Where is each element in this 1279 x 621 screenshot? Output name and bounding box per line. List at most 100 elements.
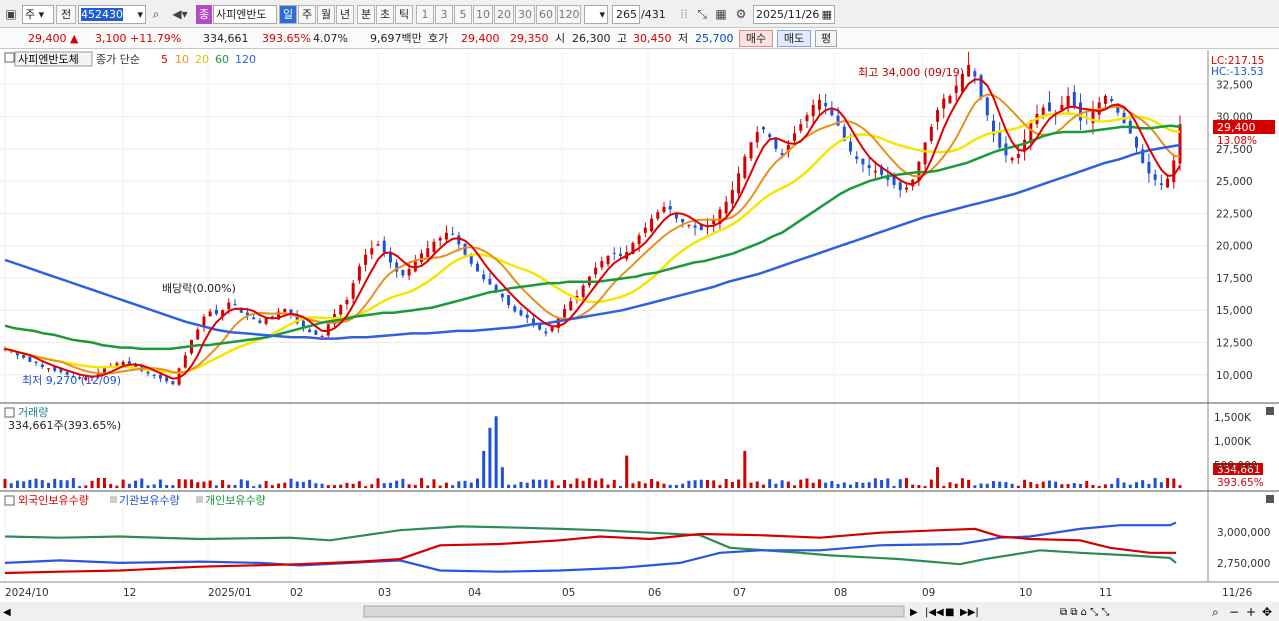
period-tab-second[interactable]: 초 [376,5,394,24]
volume-bar [606,484,610,488]
count-1[interactable]: 1 [416,5,434,24]
count-5[interactable]: 5 [454,5,472,24]
count-10[interactable]: 10 [473,5,493,24]
type-button[interactable]: 전 [56,5,76,24]
date-value: 2025/11/26 [756,8,820,21]
ma120-label[interactable]: 120 [235,53,256,66]
low-price: 25,700 [695,32,734,45]
ma20-label[interactable]: 20 [195,53,209,66]
volume-bar [1097,485,1101,488]
candle-body [127,361,131,365]
volume-bar [749,482,753,488]
stop-icon[interactable]: ■ [945,607,954,618]
candle-body [929,126,933,142]
ownership-panel-close-icon[interactable] [1266,495,1274,503]
count-30[interactable]: 30 [515,5,535,24]
count-3[interactable]: 3 [435,5,453,24]
price-tick: 20,000 [1216,241,1253,253]
buy-button[interactable]: 매수 [739,30,773,47]
volume-bar [482,450,486,488]
candle-body [1023,139,1027,152]
period-tab-minute[interactable]: 분 [357,5,375,24]
grid-icon[interactable]: ⁞⁞ [680,7,688,21]
last-icon[interactable]: ▶▶| [960,607,979,618]
zoom-icon[interactable]: ⌕ [1212,605,1219,619]
current-price: 29,400 ▲ [28,32,79,45]
save-icon[interactable]: ▦ [715,7,727,21]
toolbar: ▣ 주 ▾ 전 452430 ▾ ⌕ ◀▾ 종 사피엔반도 일 주 월 년 분 초… [0,0,1279,28]
volume-bar [805,478,809,488]
ma10-label[interactable]: 10 [175,53,189,66]
candle-body [786,144,790,152]
zoom-in-icon[interactable]: + [1246,605,1256,619]
speaker-icon[interactable]: ◀▾ [172,7,188,21]
candle-body [438,237,442,241]
move-icon[interactable]: ✥ [1262,605,1272,619]
volume-bar [780,480,784,488]
candle-body [618,253,622,256]
sell-button[interactable]: 매도 [777,30,811,47]
window-menu-icon[interactable]: ▣ [5,7,17,21]
candle-body [1153,174,1157,180]
stock-name-field[interactable]: 사피엔반도 [213,5,277,24]
code-input[interactable]: 452430 ▾ [78,5,146,24]
stock-chart[interactable]: 32,50030,00027,50025,00022,50020,00017,5… [0,50,1279,621]
volume-bar [824,482,828,488]
scroll-left-icon[interactable]: ◀ [3,607,11,618]
ownership-panel-icon[interactable] [4,495,15,506]
ma5-label[interactable]: 5 [161,53,168,66]
candle-body [65,371,69,375]
market-select[interactable]: 주 ▾ [22,5,54,24]
date-tick: 04 [468,587,482,599]
scroll-right-icon[interactable]: ▶ [910,607,918,618]
volume-bar [755,481,759,488]
view-count-input[interactable]: 265 [612,5,640,24]
period-tab-month[interactable]: 월 [317,5,335,24]
date-input[interactable]: 2025/11/26 ▦ [753,5,835,24]
tools-icon[interactable]: ⧉ ⧉ ⌂ ⤡ ⤡ [1060,607,1109,618]
volume-panel-close-icon[interactable] [1266,407,1274,415]
volume-bar [345,482,349,488]
volume-bar [960,478,964,488]
draw-icon[interactable]: ⤡ [697,7,707,21]
first-icon[interactable]: |◀◀ [925,607,944,618]
volume-bar [388,482,392,488]
date-tick: 2025/01 [208,587,252,599]
count-60[interactable]: 60 [536,5,556,24]
high-price: 30,450 [633,32,672,45]
foreign-holding-label: 외국인보유수량 [18,494,89,507]
count-20[interactable]: 20 [494,5,514,24]
period-tab-week[interactable]: 주 [298,5,316,24]
candle-body [954,85,958,93]
candle-body [525,314,529,318]
volume-bar [264,480,268,488]
price-tick: 17,500 [1216,273,1253,285]
volume-panel-icon[interactable] [4,407,15,418]
period-tab-day[interactable]: 일 [279,5,297,24]
min-price-label: 최저 9,270 (12/09) [22,374,121,387]
price-tick: 15,000 [1216,305,1253,317]
volume-bar [15,480,19,488]
count-input[interactable]: ▾ [584,5,608,24]
volume-bar [233,485,237,488]
period-tab-year[interactable]: 년 [336,5,354,24]
candle-body [71,376,75,378]
period-tab-tick[interactable]: 틱 [395,5,413,24]
candle-body [426,248,430,257]
volume-bar [563,480,567,488]
scroll-thumb[interactable] [363,605,905,618]
panel-collapse-icon[interactable] [4,52,15,63]
code-value: 452430 [81,8,123,21]
candle-body [233,304,237,306]
search-icon[interactable]: ⌕ [152,7,160,21]
settings-gear-icon[interactable]: ⚙ [735,7,747,21]
date-tick: 12 [123,587,136,599]
ma60-label[interactable]: 60 [215,53,229,66]
count-120[interactable]: 120 [557,5,581,24]
zoom-out-icon[interactable]: − [1229,605,1239,619]
current-price-tag [1213,120,1275,134]
candle-body [252,317,256,320]
candle-body [849,141,853,152]
candle-body [177,368,181,385]
eval-button[interactable]: 평 [815,30,837,47]
